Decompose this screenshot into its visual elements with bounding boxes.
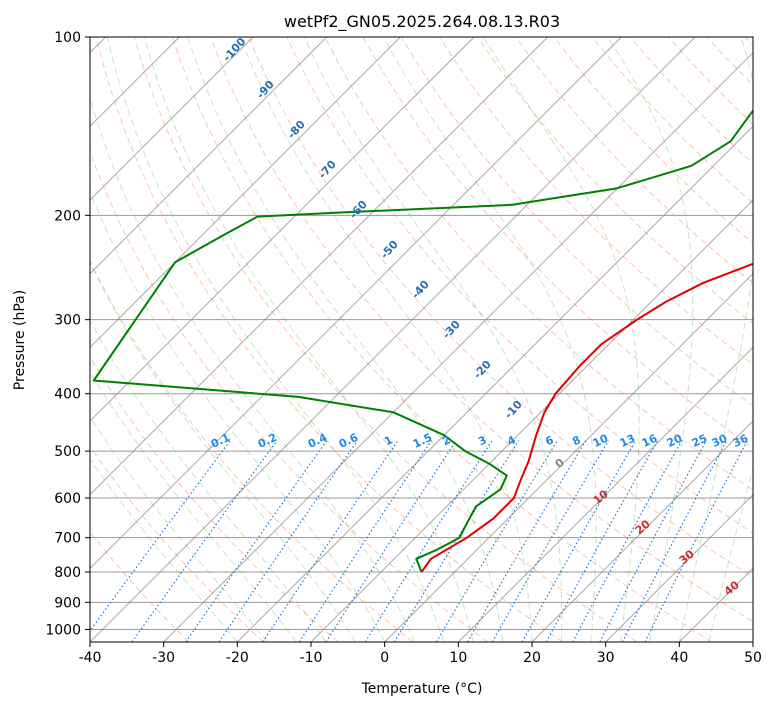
mixing-ratio-line-0 <box>90 440 231 632</box>
isotherm-30 <box>605 494 753 642</box>
dry-adiabat-30 <box>133 37 638 642</box>
isotherm--60 <box>90 37 548 496</box>
isotherm--80 <box>90 37 401 348</box>
moist-adiabat-28 <box>383 37 597 642</box>
moist-adiabat--20 <box>90 458 238 642</box>
plot-area <box>90 37 753 642</box>
moist-adiabat-20 <box>239 37 533 642</box>
dry-adiabat-60 <box>248 37 753 578</box>
dry-adiabat-70 <box>286 37 753 534</box>
axis-ticks: -40 -30 -20 -10 0 10 20 30 40 50 100 200 300 400 500 60… <box>45 30 762 666</box>
mixing-ratio-label: 36 <box>731 432 751 450</box>
dry-adiabat-40 <box>171 37 712 642</box>
mixing-ratio-line-9 <box>435 440 558 642</box>
moist-adiabat--12 <box>90 370 297 642</box>
y-tick-label: 200 <box>54 208 81 224</box>
mixing-ratio-label: 25 <box>690 432 709 450</box>
y-tick-label: 800 <box>54 565 81 581</box>
y-tick-label: 100 <box>54 30 81 46</box>
mixing-ratio-label: 13 <box>618 432 637 450</box>
x-tick-label: 40 <box>670 650 688 666</box>
isotherm--90 <box>90 37 327 275</box>
x-tick-label: -30 <box>152 650 175 666</box>
mixing-ratio-line-13 <box>545 440 659 642</box>
y-tick-label: 1000 <box>45 622 81 638</box>
y-tick-label: 700 <box>54 531 81 547</box>
moist-adiabat-44 <box>708 466 753 642</box>
dry-adiabat--20 <box>90 445 264 642</box>
moist-adiabat-0 <box>90 189 386 642</box>
mixing-ratio-line-5 <box>298 440 432 642</box>
mixing-ratio-line-4 <box>262 440 399 642</box>
mixing-ratio-line-8 <box>393 440 520 642</box>
dry-adiabat--10 <box>90 356 339 642</box>
plot-frame <box>89 36 754 643</box>
mixing-ratio-line-12 <box>521 440 637 642</box>
isotherm-0 <box>384 273 753 642</box>
x-tick-label: 0 <box>380 650 389 666</box>
moist-adiabat-16 <box>187 37 503 642</box>
y-tick-label: 300 <box>54 313 81 329</box>
isotherm-10 <box>458 346 753 642</box>
chart-title: wetPf2_GN05.2025.264.08.13.R03 <box>284 12 560 32</box>
isotherm--10 <box>310 199 753 642</box>
dry-adiabat-50 <box>210 37 753 623</box>
mixing-ratio-line-11 <box>491 440 609 642</box>
mixing-ratio-line-2 <box>185 440 328 642</box>
y-tick-label: 500 <box>54 444 81 460</box>
mixing-ratio-line-1 <box>131 440 278 642</box>
isotherm-20 <box>531 420 753 642</box>
x-tick-label: -40 <box>79 650 102 666</box>
isotherm--20 <box>237 125 753 642</box>
mixing-ratio-line-17 <box>644 440 748 642</box>
isotherm--30 <box>163 52 753 642</box>
isotherm--100 <box>90 37 254 201</box>
y-tick-label: 600 <box>54 491 81 507</box>
y-tick-label: 900 <box>54 595 81 611</box>
moist-adiabat-8 <box>106 37 445 642</box>
moist-adiabat-4 <box>90 96 415 642</box>
dry-adiabat-20 <box>95 37 563 642</box>
x-tick-label: -20 <box>226 650 249 666</box>
dry-adiabat-0 <box>90 259 414 642</box>
y-axis-label: Pressure (hPa) <box>12 290 28 390</box>
isotherm--50 <box>90 37 622 569</box>
x-axis-label: Temperature (°C) <box>361 681 483 697</box>
mixing-ratio-line-6 <box>325 440 457 642</box>
dry-adiabat-130 <box>515 37 753 284</box>
moist-adiabat-12 <box>143 37 474 642</box>
mixing-ratio-label: 16 <box>640 432 660 450</box>
mixing-ratio-line-10 <box>466 440 587 642</box>
x-tick-label: 20 <box>523 650 541 666</box>
x-tick-label: 50 <box>744 650 762 666</box>
x-tick-label: 30 <box>597 650 615 666</box>
profile-line-0 <box>420 262 753 573</box>
dry-adiabat-80 <box>324 37 753 491</box>
mixing-ratio-line-7 <box>364 440 493 642</box>
moist-adiabat--16 <box>90 416 268 642</box>
isotherm--40 <box>90 37 696 642</box>
x-tick-label: 10 <box>449 650 467 666</box>
mixing-ratio-label: 10 <box>591 432 611 450</box>
mixing-ratio-label: 30 <box>710 432 730 450</box>
x-tick-label: -10 <box>300 650 323 666</box>
mixing-ratio-label: 20 <box>665 432 685 450</box>
moist-adiabat-24 <box>303 37 563 642</box>
moist-adiabat-32 <box>482 37 640 642</box>
profile-line-1 <box>92 109 753 573</box>
isotherm--70 <box>90 37 475 422</box>
mixing-ratio-line-14 <box>572 440 683 642</box>
moist-adiabat-36 <box>607 37 694 642</box>
moist-adiabat--4 <box>90 260 356 642</box>
y-tick-label: 400 <box>54 387 81 403</box>
moist-adiabat-40 <box>678 37 753 642</box>
